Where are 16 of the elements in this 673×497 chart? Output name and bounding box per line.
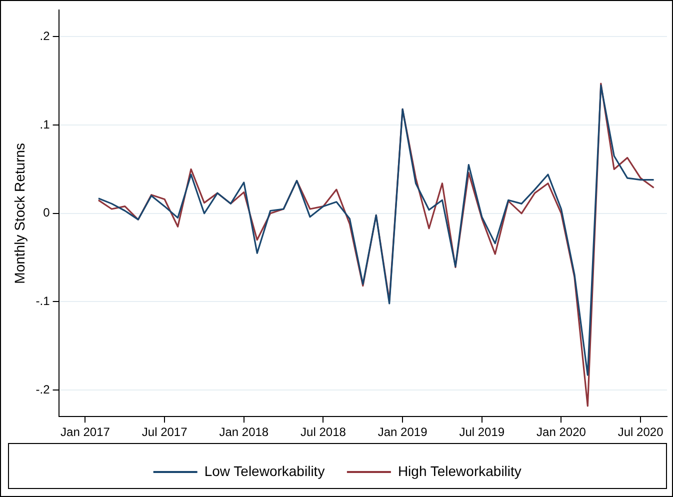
y-axis-title: Monthly Stock Returns xyxy=(11,142,28,284)
y-tick-label: .2 xyxy=(40,29,50,44)
x-tick-label: Jul 2019 xyxy=(459,425,505,440)
x-tick-label: Jul 2020 xyxy=(618,425,664,440)
y-tick-label: 0 xyxy=(43,206,50,220)
x-tick-label: Jan 2020 xyxy=(536,425,586,440)
x-tick-label: Jan 2017 xyxy=(60,425,110,440)
y-tick-label: -.2 xyxy=(36,382,50,396)
x-tick-label: Jan 2019 xyxy=(378,425,428,440)
x-tick-label: Jul 2017 xyxy=(142,425,188,440)
legend-label: High Teleworkability xyxy=(398,462,522,479)
y-tick-label: .1 xyxy=(40,117,50,132)
x-tick-label: Jan 2018 xyxy=(219,425,269,440)
x-tick-label: Jul 2018 xyxy=(300,425,346,440)
legend-label: Low Teleworkability xyxy=(204,462,325,479)
y-tick-label: -.1 xyxy=(36,294,50,308)
